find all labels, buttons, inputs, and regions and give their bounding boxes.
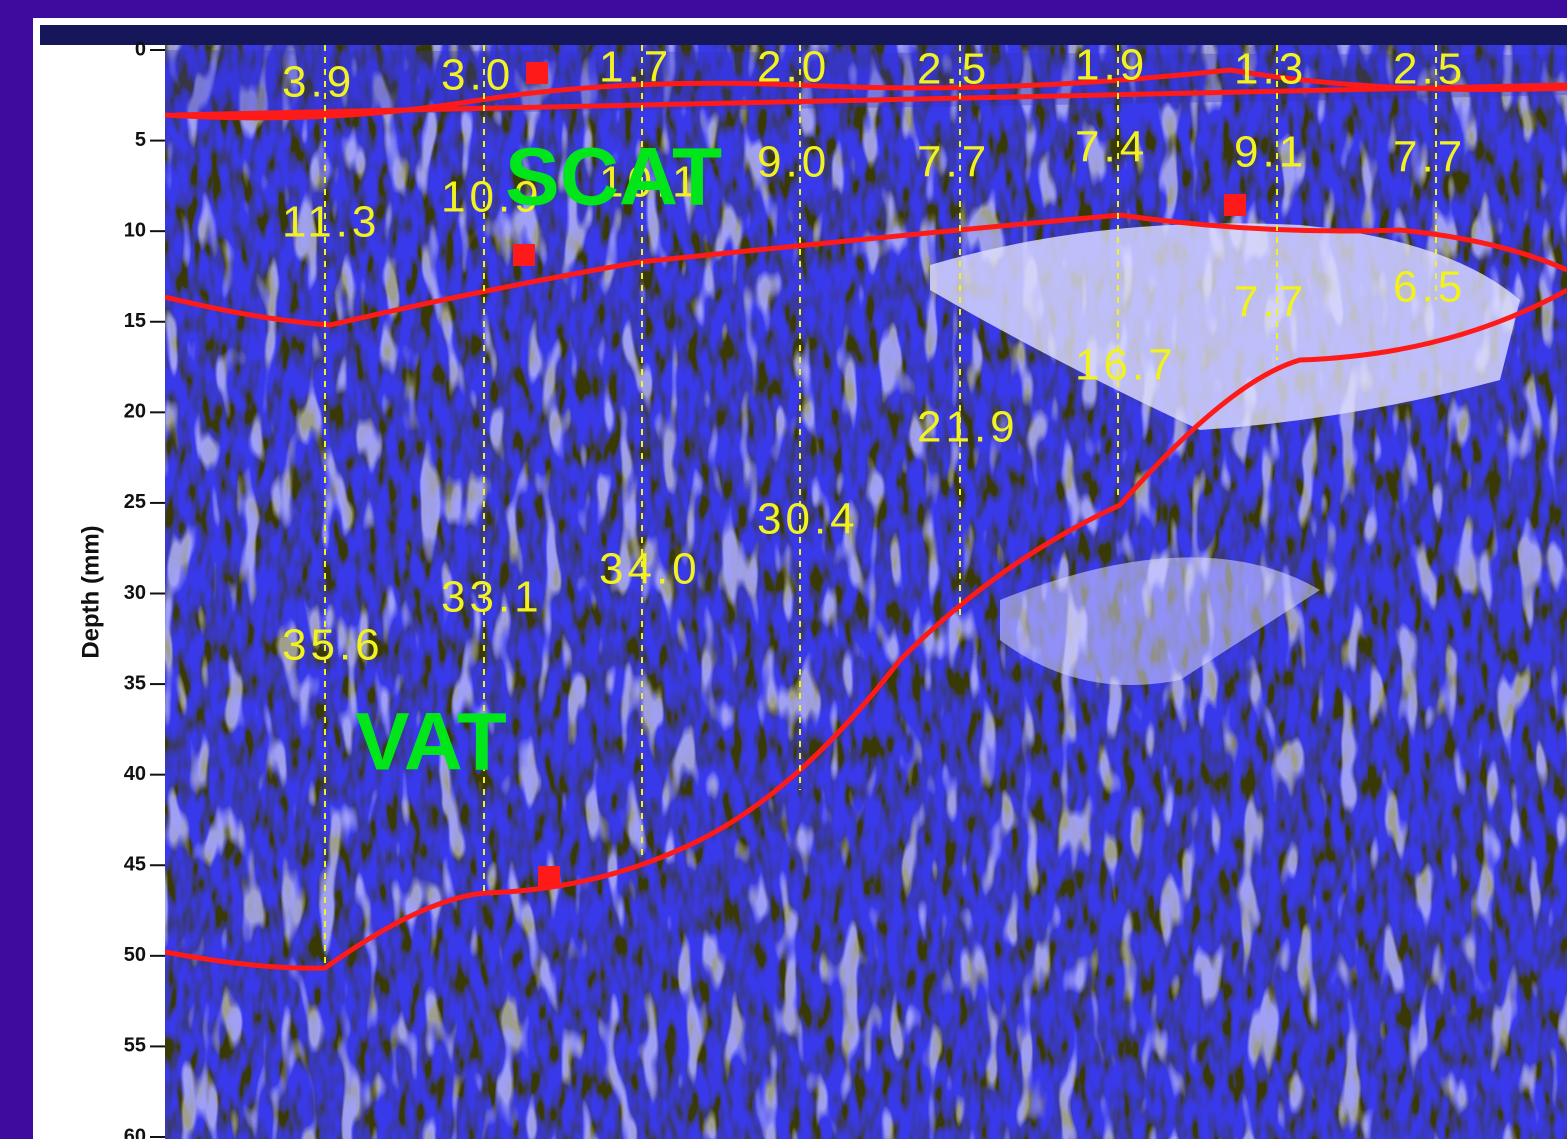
measurement: 2.0	[757, 43, 830, 92]
tick-label: 30	[124, 582, 146, 604]
measurement: 3.9	[282, 58, 355, 107]
measurement: 2.5	[917, 45, 990, 94]
measurement: 34.0	[599, 545, 701, 594]
tick-label: 40	[124, 763, 146, 785]
measurement: 7.7	[1234, 278, 1307, 327]
tick-label: 50	[124, 944, 146, 966]
tick-label: 10	[124, 219, 146, 241]
measurement: 3.0	[441, 51, 514, 100]
measurement: 9.0	[757, 138, 830, 187]
scat-label: SCAT	[505, 132, 722, 223]
ultrasound-image: 3.911.335.63.010.933.11.710.134.02.09.03…	[165, 41, 1567, 1139]
top-bar	[40, 25, 1567, 45]
tick-label: 5	[135, 129, 146, 151]
figure: 3.911.335.63.010.933.11.710.134.02.09.03…	[0, 0, 1567, 1139]
axis-label: Depth (mm)	[77, 525, 104, 658]
measurement: 6.5	[1393, 263, 1466, 312]
measurement: 11.3	[282, 198, 380, 247]
measurement: 30.4	[757, 495, 859, 544]
tick-label: 60	[124, 1125, 146, 1139]
measurement: 16.7	[1075, 341, 1177, 390]
measurement: 9.1	[1234, 128, 1307, 177]
measurement: 7.7	[917, 138, 990, 187]
measurement: 7.7	[1393, 133, 1466, 182]
tick-label: 20	[124, 401, 146, 423]
measurement: 2.5	[1393, 45, 1466, 94]
tick-label: 35	[124, 672, 146, 694]
measurement: 35.6	[282, 621, 384, 670]
tick-label: 0	[135, 38, 146, 60]
measurement: 1.9	[1075, 41, 1148, 90]
tick-label: 55	[124, 1035, 146, 1057]
tick-label: 45	[124, 854, 146, 876]
tick-label: 15	[124, 310, 146, 332]
measurement: 1.3	[1234, 45, 1307, 94]
measurement: 21.9	[917, 403, 1019, 452]
measurement: 1.7	[599, 43, 672, 92]
measurement: 7.4	[1075, 123, 1148, 172]
measurement: 33.1	[441, 573, 543, 622]
vat-label: VAT	[355, 697, 507, 788]
tick-label: 25	[124, 491, 146, 513]
